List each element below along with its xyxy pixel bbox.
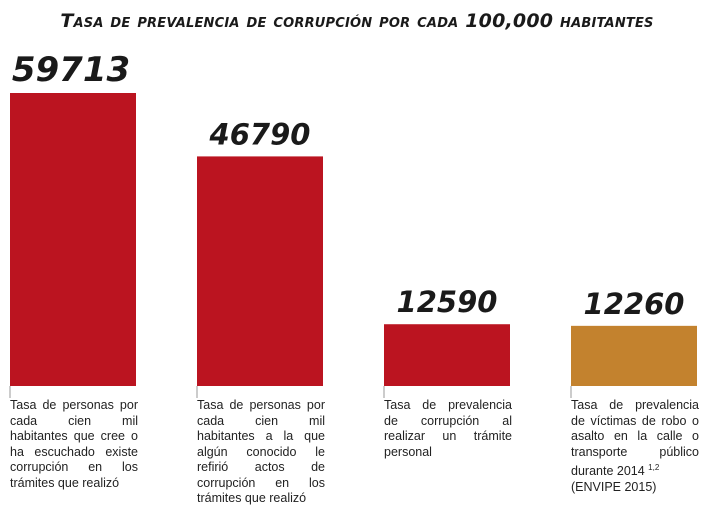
chart-title: Tasa de prevalencia de corrupción por ca… <box>60 10 654 32</box>
bar-description-3-text: Tasa de prevalencia de corrupción al rea… <box>384 398 512 459</box>
bar-value-label-2: 46790 <box>209 117 311 151</box>
bar-description-1-text: Tasa de personas por cada cien mil habit… <box>10 398 138 490</box>
bar-value-label-4: 12260 <box>584 287 685 321</box>
bar-description-2-text: Tasa de personas por cada cien mil habit… <box>197 398 325 505</box>
bar-value-label-3: 12590 <box>397 285 498 319</box>
bar-description-3: Tasa de prevalencia de corrupción al rea… <box>384 398 512 460</box>
bar-value-label-1: 59713 <box>12 50 130 90</box>
bar-description-4-text: Tasa de prevalencia de víctimas de robo … <box>571 398 699 479</box>
bar-4 <box>571 325 697 386</box>
bar-3 <box>384 324 510 386</box>
bar-description-4-source: (ENVIPE 2015) <box>571 479 657 494</box>
bar-description-1: Tasa de personas por cada cien mil habit… <box>10 398 138 491</box>
bar-2 <box>197 156 323 386</box>
bar-1 <box>10 93 136 386</box>
bar-description-4: Tasa de prevalencia de víctimas de robo … <box>571 398 699 495</box>
bar-description-4-footnote: 1,2 <box>648 463 660 472</box>
bar-description-2: Tasa de personas por cada cien mil habit… <box>197 398 325 507</box>
